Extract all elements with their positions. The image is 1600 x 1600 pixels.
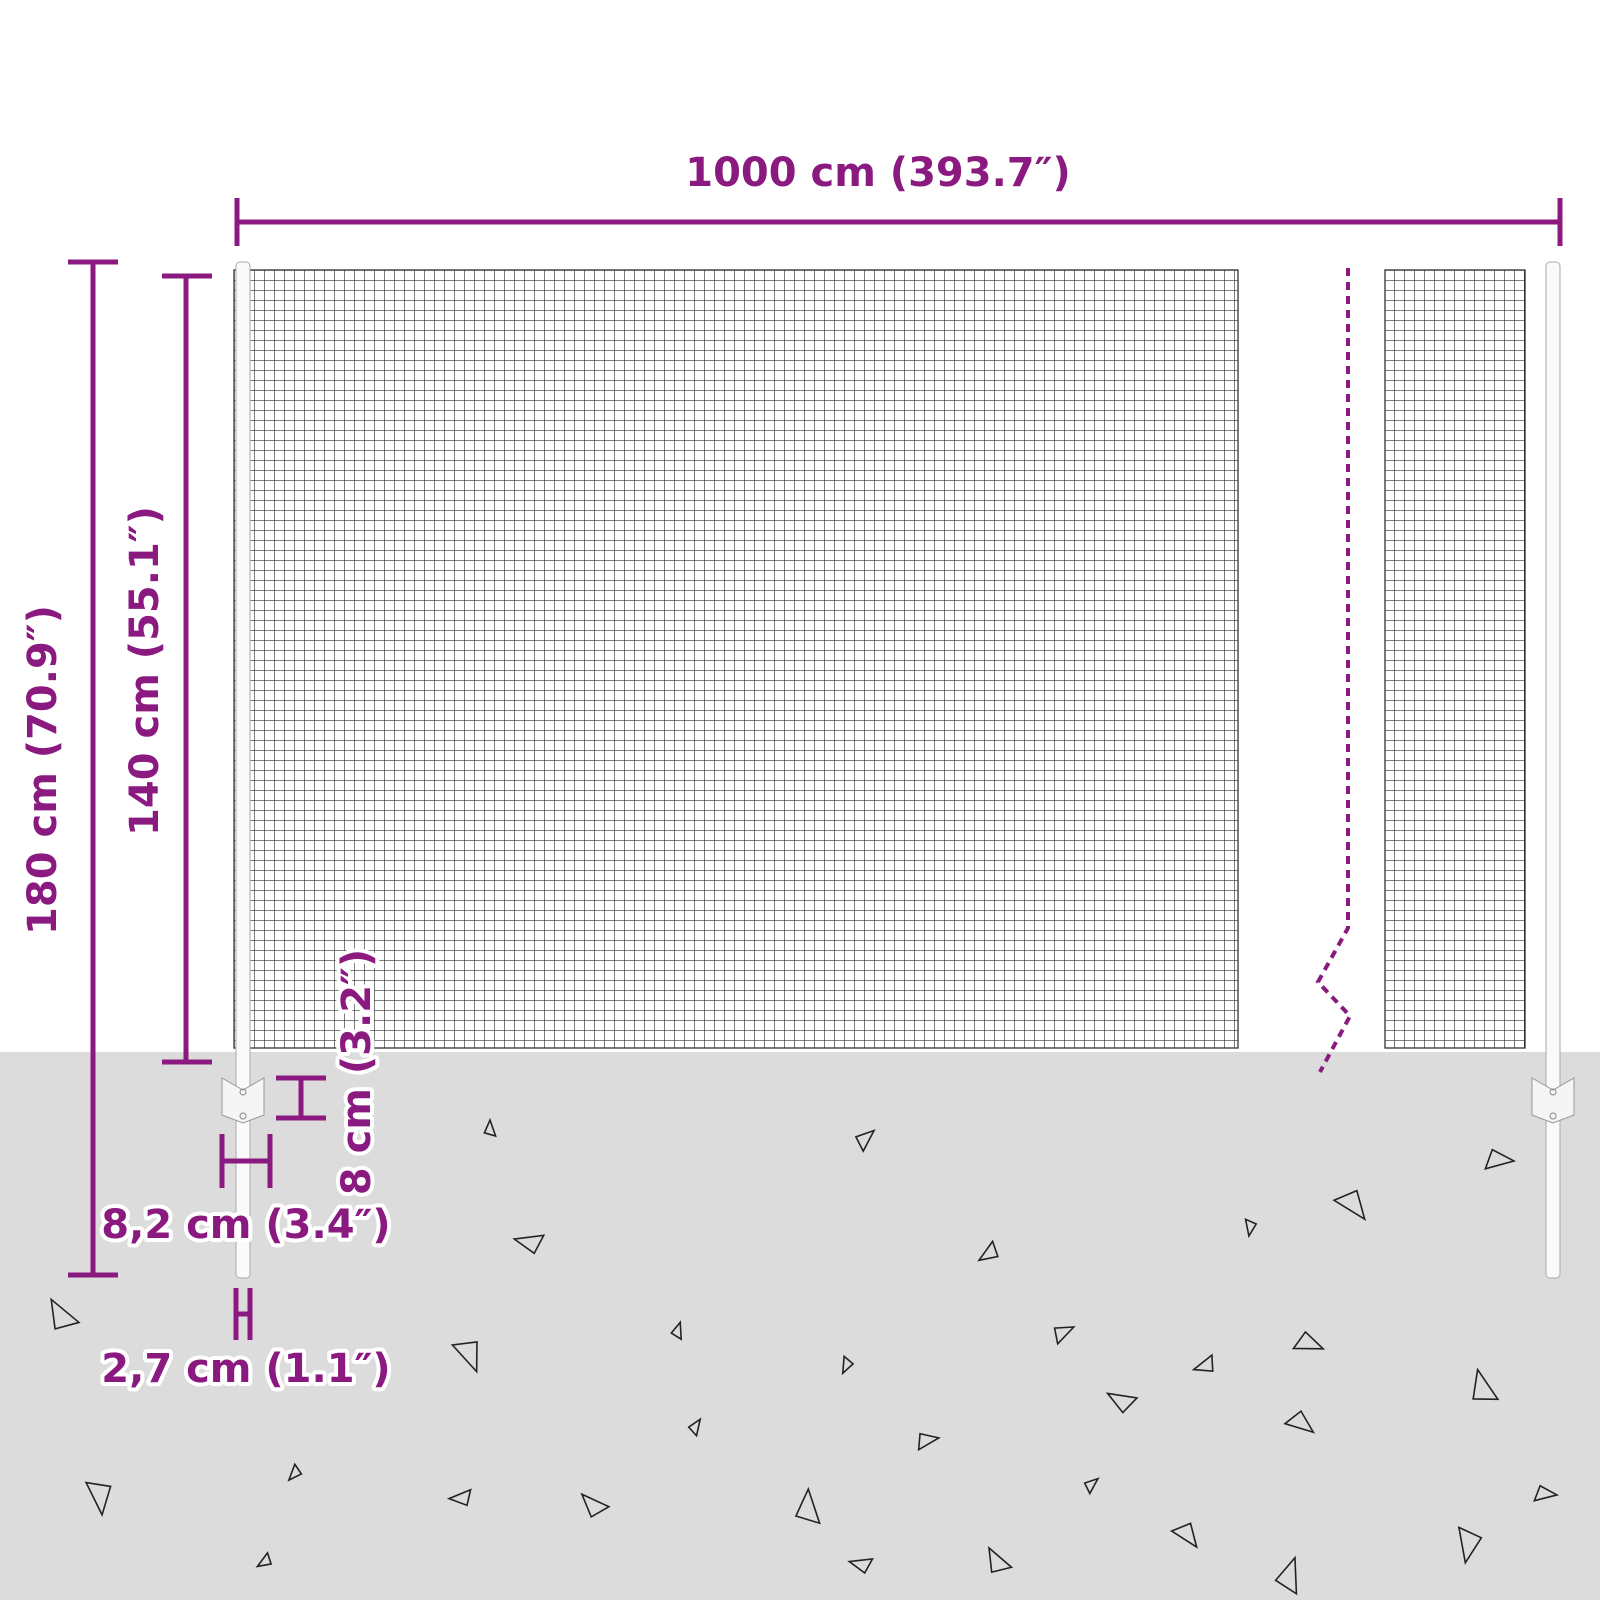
bracket-width-dimension-line: [219, 1134, 273, 1188]
stone: [977, 1239, 999, 1262]
stone: [1244, 1217, 1258, 1239]
stone: [1191, 1353, 1214, 1373]
dimension-lines: [68, 198, 1563, 1340]
stone: [446, 1488, 472, 1507]
mesh-height-label: 140 cm (55.1″): [122, 506, 168, 836]
mesh-height-dimension-line: [162, 273, 212, 1065]
stone: [847, 1558, 874, 1575]
stone: [1283, 1409, 1316, 1434]
post-left: [221, 261, 265, 1279]
stone: [1053, 1326, 1076, 1346]
width-label: 1000 cm (393.7″): [685, 150, 1071, 196]
stone: [917, 1432, 941, 1452]
stone: [84, 1481, 112, 1518]
stone: [1457, 1525, 1483, 1565]
stone: [1484, 1148, 1517, 1170]
stone: [1291, 1330, 1326, 1350]
post-right: [1531, 261, 1575, 1279]
stone: [670, 1320, 683, 1341]
stone: [841, 1354, 855, 1376]
stone: [987, 1545, 1014, 1574]
stone: [1169, 1522, 1198, 1549]
stone: [255, 1551, 273, 1568]
bracket-width-label: 8,2 cm (3.4″): [101, 1202, 390, 1248]
stone: [1274, 1555, 1298, 1596]
stone: [512, 1234, 546, 1255]
stone: [50, 1297, 81, 1330]
stone: [287, 1462, 303, 1482]
bracket: [221, 1077, 265, 1124]
ground-clearance-label: 8 cm (3.2″): [334, 949, 380, 1195]
post-diameter-label: 2,7 cm (1.1″): [101, 1346, 390, 1392]
ground-stones: [50, 1117, 1560, 1596]
break-indicator: [1315, 268, 1353, 1073]
stone: [854, 1129, 876, 1153]
total-height-label: 180 cm (70.9″): [20, 605, 66, 935]
stone: [1472, 1367, 1500, 1401]
stone: [1083, 1477, 1100, 1496]
mesh-panel-main: [233, 269, 1239, 1049]
stone: [794, 1486, 821, 1525]
stone: [1105, 1392, 1139, 1414]
stone: [1332, 1189, 1367, 1221]
stone: [483, 1117, 497, 1138]
post-diameter-dimension-line: [233, 1288, 253, 1340]
stone: [687, 1417, 702, 1438]
stone: [580, 1492, 611, 1519]
width-dimension-line: [234, 198, 1563, 246]
mesh-panel-end: [1384, 269, 1526, 1049]
stone: [450, 1341, 478, 1374]
stone: [1533, 1484, 1560, 1502]
ground-clearance-dimension-line: [276, 1075, 326, 1121]
total-height-dimension-line: [68, 259, 118, 1278]
bracket: [1531, 1077, 1575, 1124]
